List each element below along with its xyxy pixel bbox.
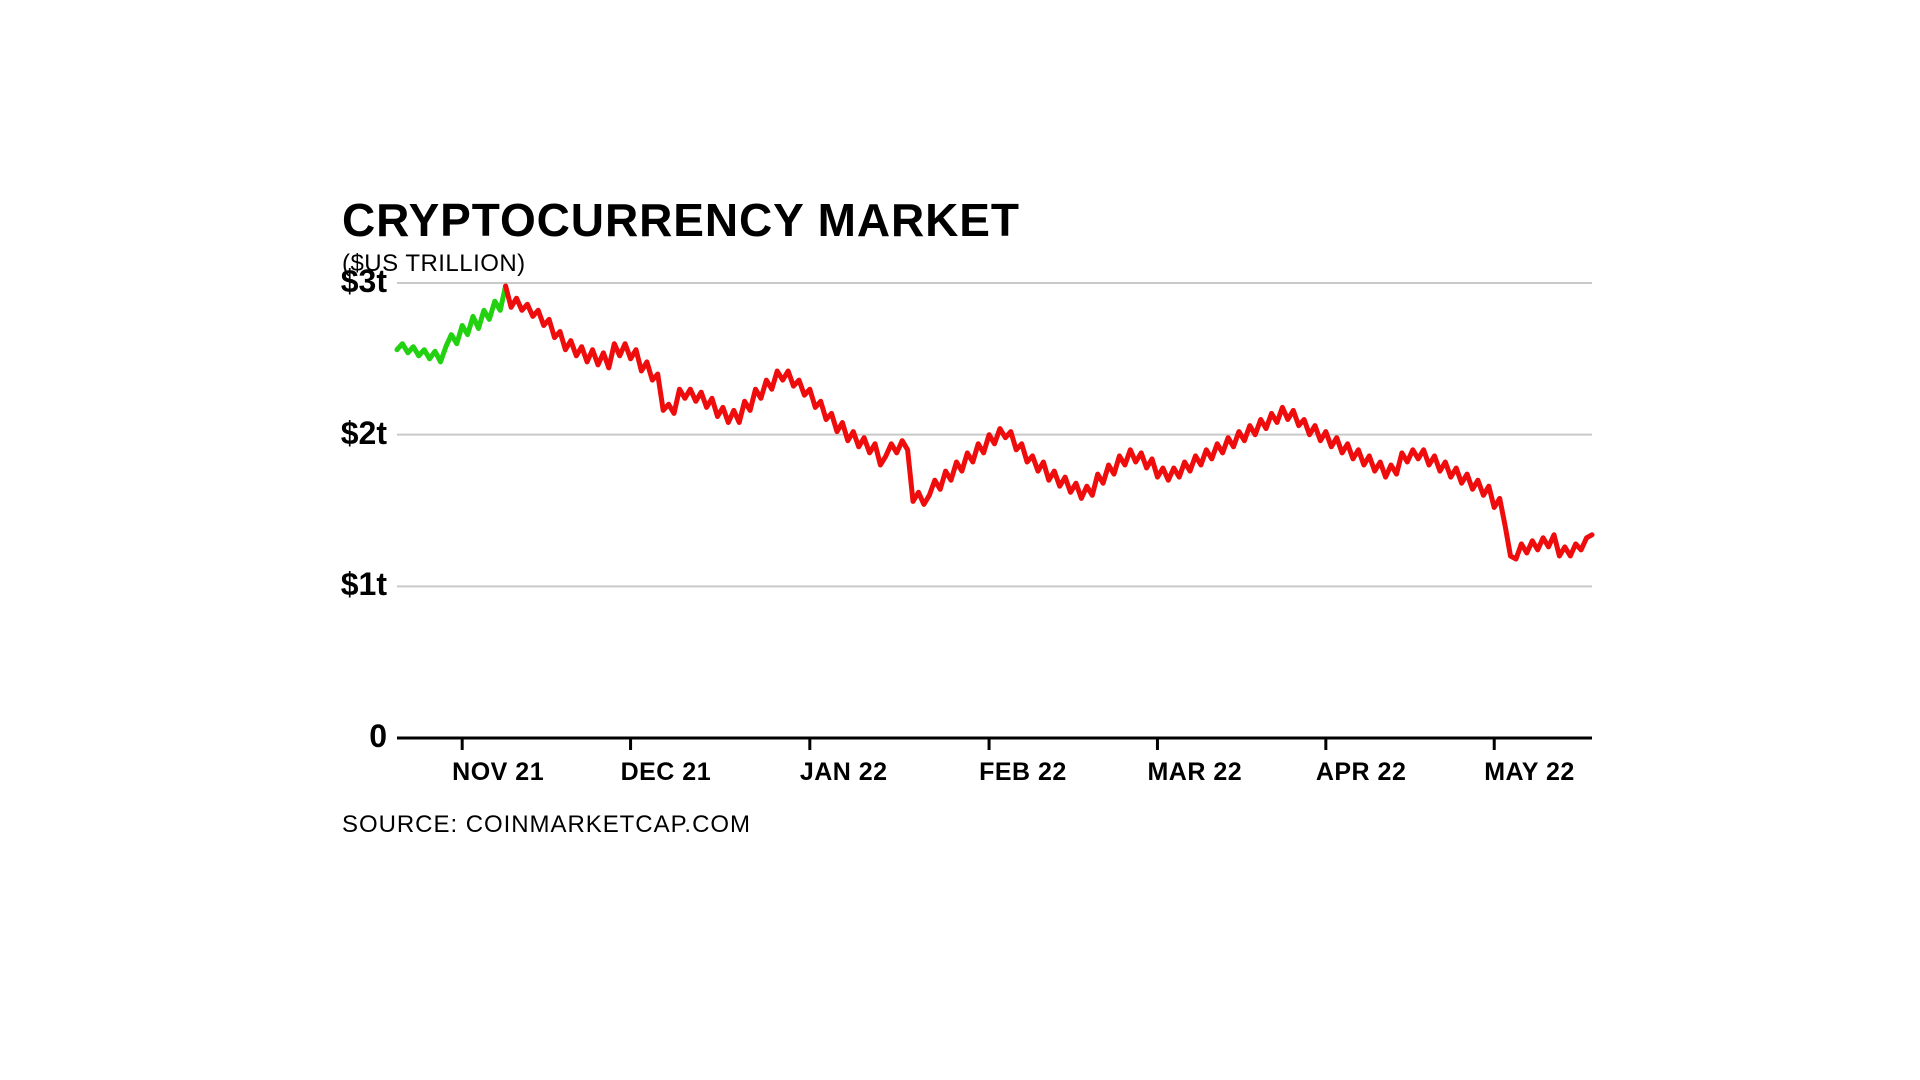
x-tick-label: NOV 21: [452, 758, 544, 787]
y-tick-label: $3t: [317, 263, 387, 300]
x-tick-label: MAY 22: [1484, 758, 1575, 787]
x-tick-label: MAR 22: [1147, 758, 1242, 787]
y-tick-label: 0: [317, 718, 387, 755]
y-tick-label: $2t: [317, 415, 387, 452]
x-tick-label: FEB 22: [979, 758, 1067, 787]
line-chart: [192, 108, 1728, 972]
y-tick-label: $1t: [317, 566, 387, 603]
x-tick-label: DEC 21: [621, 758, 712, 787]
series-rising-segment: [397, 286, 506, 362]
x-tick-label: APR 22: [1316, 758, 1407, 787]
x-tick-label: JAN 22: [800, 758, 888, 787]
series-falling-segment: [506, 286, 1592, 559]
chart-container: CRYPTOCURRENCY MARKET ($US TRILLION) $3t…: [192, 108, 1728, 972]
chart-source: SOURCE: COINMARKETCAP.COM: [342, 811, 751, 839]
